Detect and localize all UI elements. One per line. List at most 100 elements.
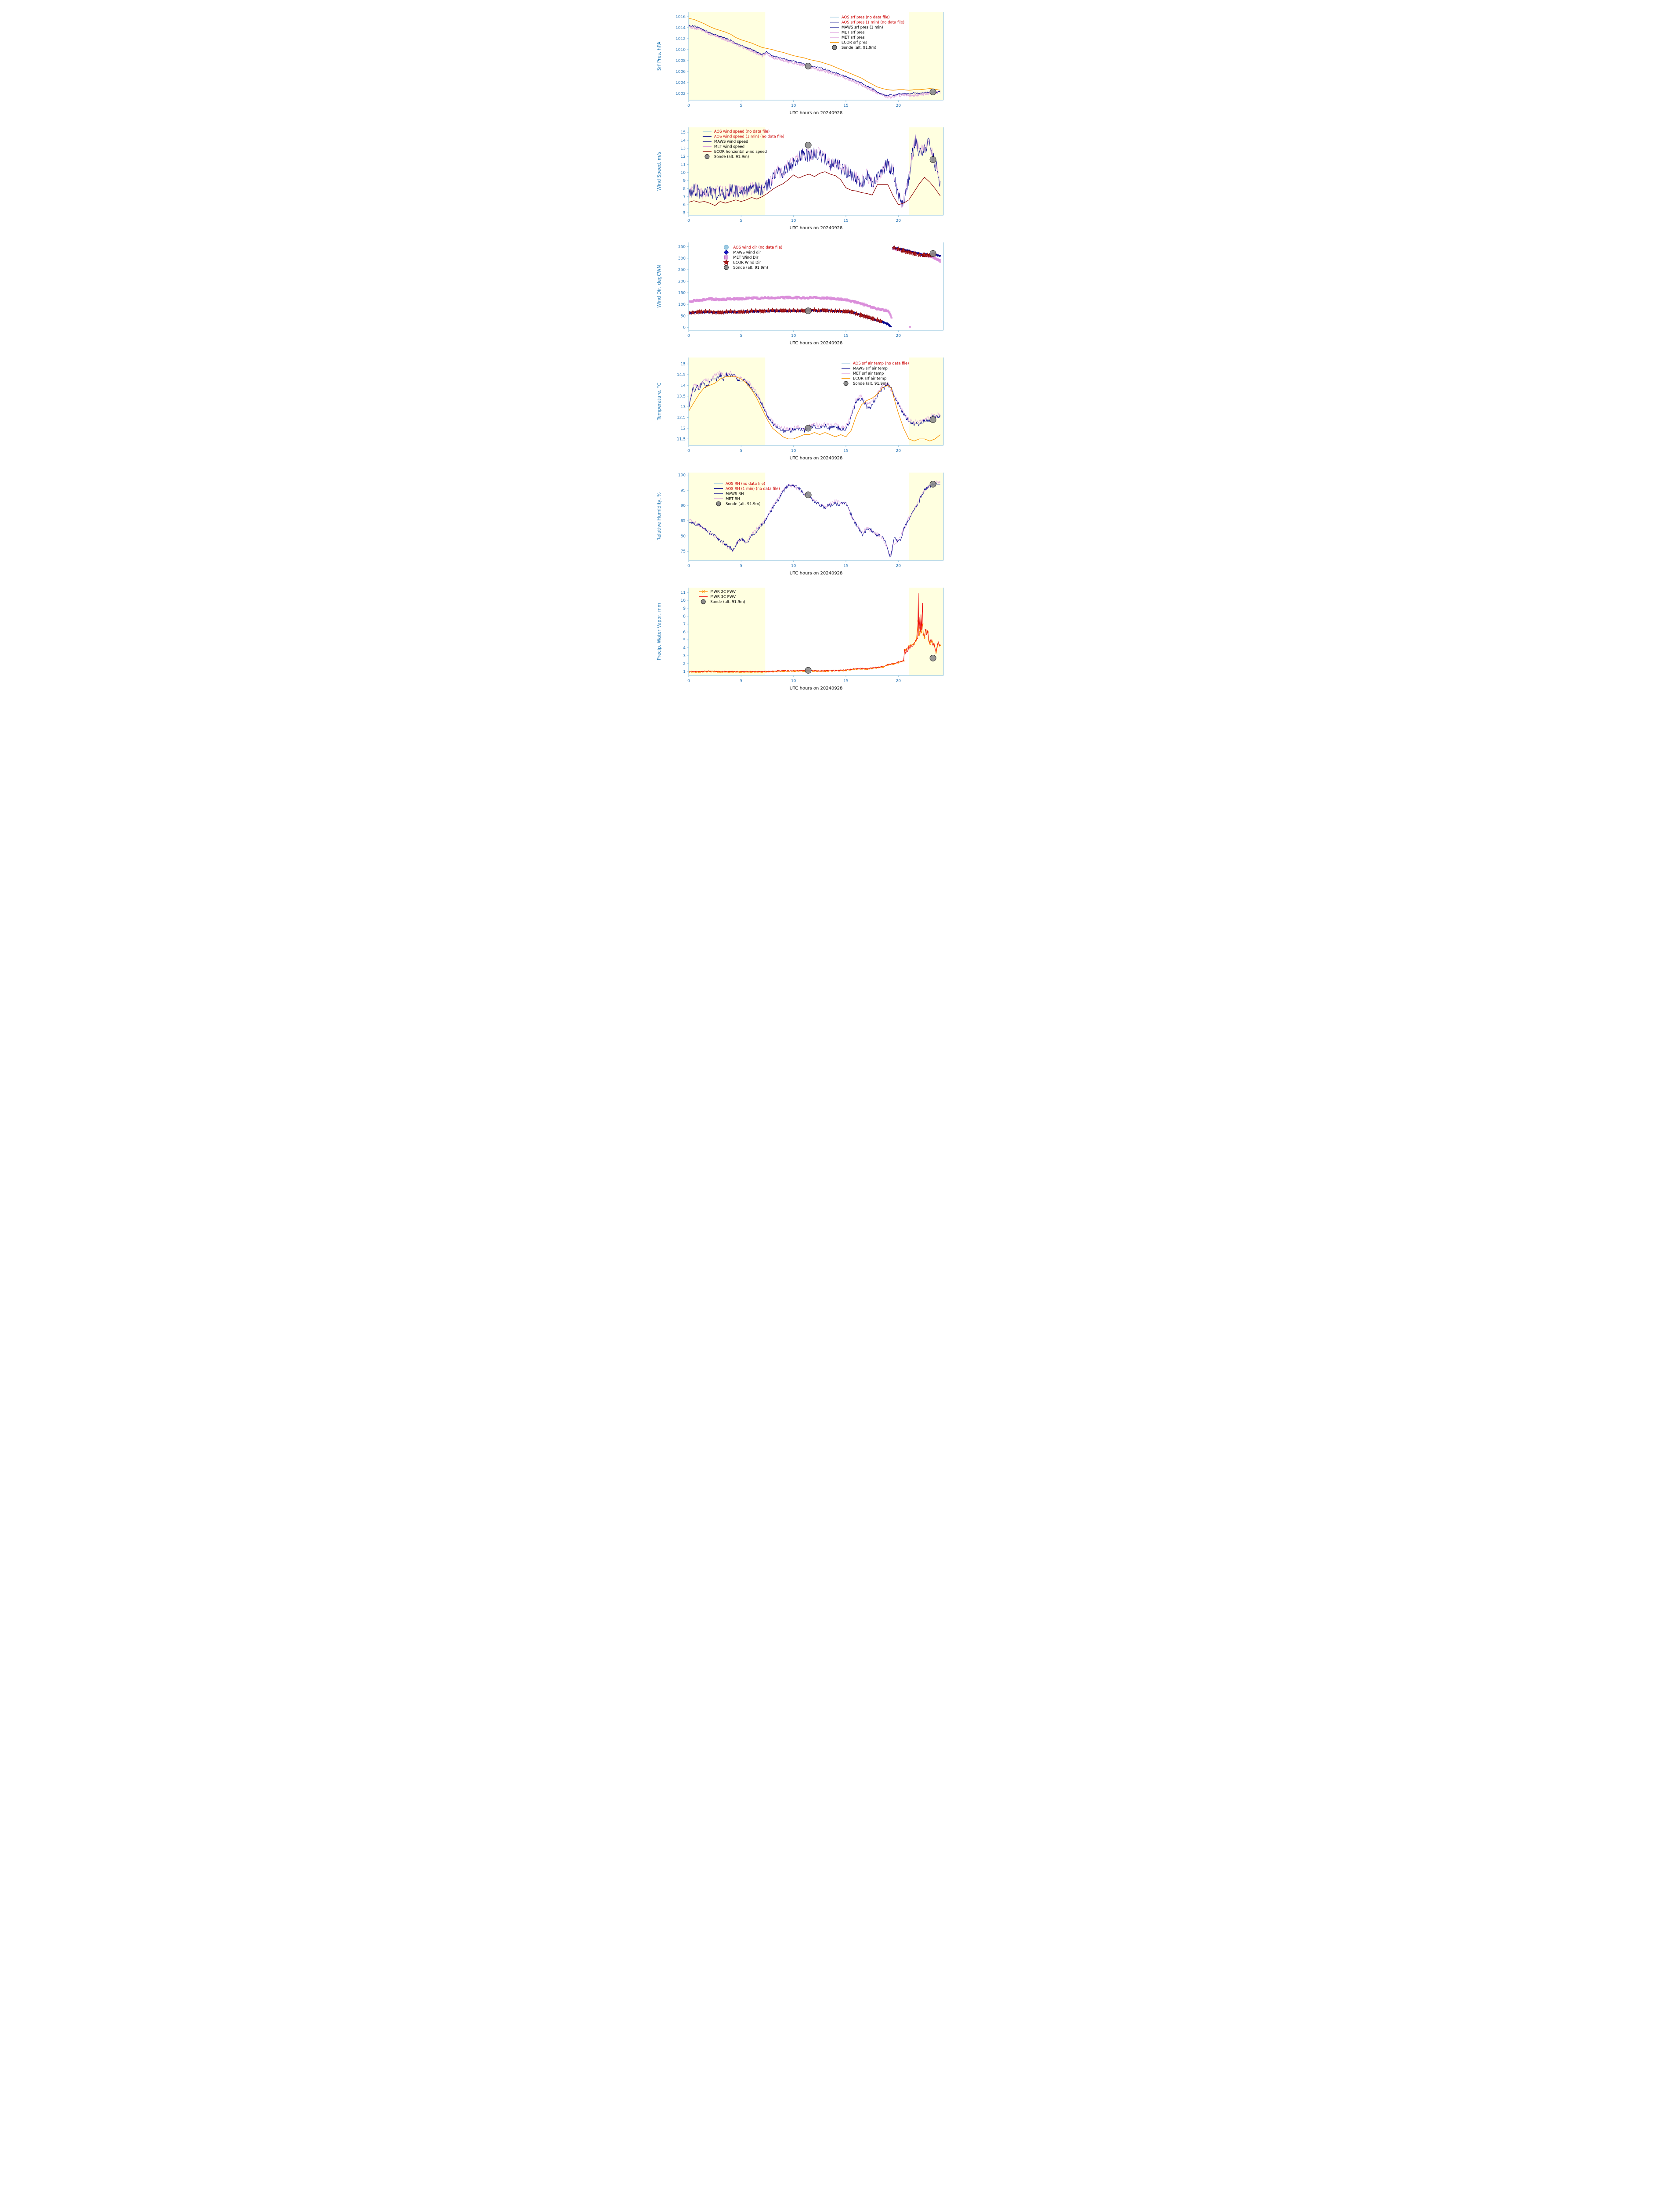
svg-text:MWR 3C PWV: MWR 3C PWV bbox=[710, 595, 736, 600]
svg-text:15: 15 bbox=[843, 679, 848, 683]
svg-text:MAWS wind speed: MAWS wind speed bbox=[714, 140, 748, 144]
svg-text:Sonde (alt. 91.9m): Sonde (alt. 91.9m) bbox=[733, 266, 768, 270]
svg-text:11.5: 11.5 bbox=[676, 437, 685, 441]
series-maws-srf-pres bbox=[688, 24, 940, 97]
svg-text:20: 20 bbox=[896, 564, 901, 568]
series-ecor-srf-air-temp bbox=[688, 376, 940, 441]
svg-text:ECOR Wind Dir: ECOR Wind Dir bbox=[733, 261, 761, 265]
svg-text:15: 15 bbox=[843, 449, 848, 453]
y-axis-label: Temperature, °C bbox=[657, 383, 662, 421]
y-axis-label: Wind Dir, degCWN bbox=[657, 265, 662, 307]
svg-text:50: 50 bbox=[680, 314, 686, 318]
legend: AOS RH (no data file)AOS RH (1 min) (no … bbox=[714, 482, 780, 506]
svg-text:15: 15 bbox=[843, 219, 848, 223]
series-maws-rh bbox=[688, 482, 940, 558]
svg-text:1: 1 bbox=[683, 670, 686, 674]
svg-text:10: 10 bbox=[680, 171, 686, 175]
svg-text:6: 6 bbox=[683, 630, 686, 635]
svg-text:5: 5 bbox=[740, 219, 742, 223]
svg-text:95: 95 bbox=[680, 488, 685, 493]
svg-text:AOS RH (no data file): AOS RH (no data file) bbox=[726, 482, 765, 486]
svg-text:200: 200 bbox=[678, 279, 685, 284]
series-sonde bbox=[805, 250, 936, 314]
svg-text:13: 13 bbox=[680, 405, 685, 409]
svg-text:10: 10 bbox=[791, 449, 796, 453]
series-met-wind-speed bbox=[688, 134, 940, 208]
met-multipanel-figure: 0 5 10 15 20 1002 1004 1006 1008 1010 1012 1014 1016… bbox=[654, 0, 1027, 701]
svg-text:75: 75 bbox=[680, 549, 685, 554]
svg-text:12: 12 bbox=[680, 155, 685, 159]
y-axis-label: Wind Speed, m/s bbox=[657, 152, 662, 191]
series-sonde bbox=[805, 654, 936, 674]
svg-text:1012: 1012 bbox=[676, 37, 686, 41]
svg-text:MAWS wind dir: MAWS wind dir bbox=[733, 251, 761, 255]
relative-humidity-plot: 0 5 10 15 20 75 80 85 90 95 100 AOS RH (no data fil… bbox=[657, 473, 944, 576]
svg-text:1002: 1002 bbox=[676, 92, 686, 96]
svg-text:9: 9 bbox=[683, 179, 686, 183]
svg-text:Sonde (alt. 91.9m): Sonde (alt. 91.9m) bbox=[841, 46, 876, 50]
svg-text:7: 7 bbox=[683, 195, 686, 199]
svg-text:10: 10 bbox=[680, 599, 686, 603]
svg-text:5: 5 bbox=[740, 564, 742, 568]
svg-text:MET wind speed: MET wind speed bbox=[714, 145, 744, 149]
svg-text:15: 15 bbox=[680, 130, 685, 135]
series-sonde bbox=[805, 141, 936, 163]
svg-text:5: 5 bbox=[740, 679, 742, 683]
legend: AOS srf air temp (no data file)MAWS srf … bbox=[841, 361, 909, 386]
svg-text:6: 6 bbox=[683, 203, 686, 207]
wind-dir-chart: 0 5 10 15 20 0 50 100 150 200 250 300 350 AOS wind di… bbox=[654, 236, 1027, 350]
svg-text:MET srf pres: MET srf pres bbox=[841, 31, 864, 35]
svg-text:15: 15 bbox=[843, 564, 848, 568]
svg-text:5: 5 bbox=[683, 211, 686, 215]
svg-text:1014: 1014 bbox=[676, 26, 686, 30]
svg-text:MET RH: MET RH bbox=[726, 497, 740, 502]
svg-text:0: 0 bbox=[687, 104, 690, 108]
svg-text:10: 10 bbox=[791, 104, 796, 108]
svg-text:13.5: 13.5 bbox=[676, 394, 685, 399]
y-axis-label: Precip. Water Vapor, mm bbox=[657, 603, 662, 660]
svg-text:9: 9 bbox=[683, 607, 686, 611]
svg-text:Sonde (alt. 91.9m): Sonde (alt. 91.9m) bbox=[726, 502, 760, 506]
legend: AOS srf pres (no data file)AOS srf pres … bbox=[830, 15, 904, 50]
svg-text:20: 20 bbox=[896, 219, 901, 223]
srf-pres-plot: 0 5 10 15 20 1002 1004 1006 1008 1010 1012 1014 1016… bbox=[657, 12, 944, 116]
svg-text:MAWS srf air temp: MAWS srf air temp bbox=[853, 367, 888, 371]
svg-text:250: 250 bbox=[678, 268, 685, 272]
series-met-srf-pres-2 bbox=[688, 25, 940, 99]
svg-text:0: 0 bbox=[683, 326, 686, 330]
series-ecor-srf-pres bbox=[688, 18, 940, 91]
svg-text:350: 350 bbox=[678, 245, 685, 249]
svg-text:13: 13 bbox=[680, 147, 685, 151]
series-sonde bbox=[805, 63, 936, 95]
svg-text:8: 8 bbox=[683, 614, 686, 619]
svg-text:7: 7 bbox=[683, 622, 686, 627]
svg-text:MET srf pres: MET srf pres bbox=[841, 36, 864, 40]
svg-text:ECOR srf pres: ECOR srf pres bbox=[841, 41, 867, 45]
srf-pres-chart: 0 5 10 15 20 1002 1004 1006 1008 1010 1012 1014 1016… bbox=[654, 6, 1027, 119]
svg-text:0: 0 bbox=[687, 219, 690, 223]
series-sonde bbox=[805, 416, 936, 432]
svg-text:AOS wind speed (no data file): AOS wind speed (no data file) bbox=[714, 130, 769, 134]
svg-text:1008: 1008 bbox=[676, 59, 686, 63]
legend: AOS wind speed (no data file)AOS wind sp… bbox=[702, 130, 784, 159]
svg-text:AOS wind dir (no data file): AOS wind dir (no data file) bbox=[733, 246, 782, 250]
svg-text:5: 5 bbox=[740, 449, 742, 453]
svg-text:0: 0 bbox=[687, 679, 690, 683]
svg-text:80: 80 bbox=[680, 534, 686, 538]
svg-text:0: 0 bbox=[687, 334, 690, 338]
x-axis-label: UTC hours on 20240928 bbox=[789, 111, 842, 116]
svg-text:AOS srf pres (no data file): AOS srf pres (no data file) bbox=[841, 15, 889, 20]
svg-text:AOS srf pres (1 min) (no data: AOS srf pres (1 min) (no data file) bbox=[841, 21, 904, 25]
svg-text:MET srf air temp: MET srf air temp bbox=[853, 372, 884, 376]
svg-text:100: 100 bbox=[678, 303, 685, 307]
series-met-wind-dir bbox=[688, 247, 941, 328]
svg-text:20: 20 bbox=[896, 104, 901, 108]
svg-text:10: 10 bbox=[791, 564, 796, 568]
svg-text:12.5: 12.5 bbox=[676, 416, 685, 420]
svg-text:90: 90 bbox=[680, 504, 686, 508]
svg-text:150: 150 bbox=[678, 291, 685, 296]
svg-text:2: 2 bbox=[683, 662, 686, 666]
